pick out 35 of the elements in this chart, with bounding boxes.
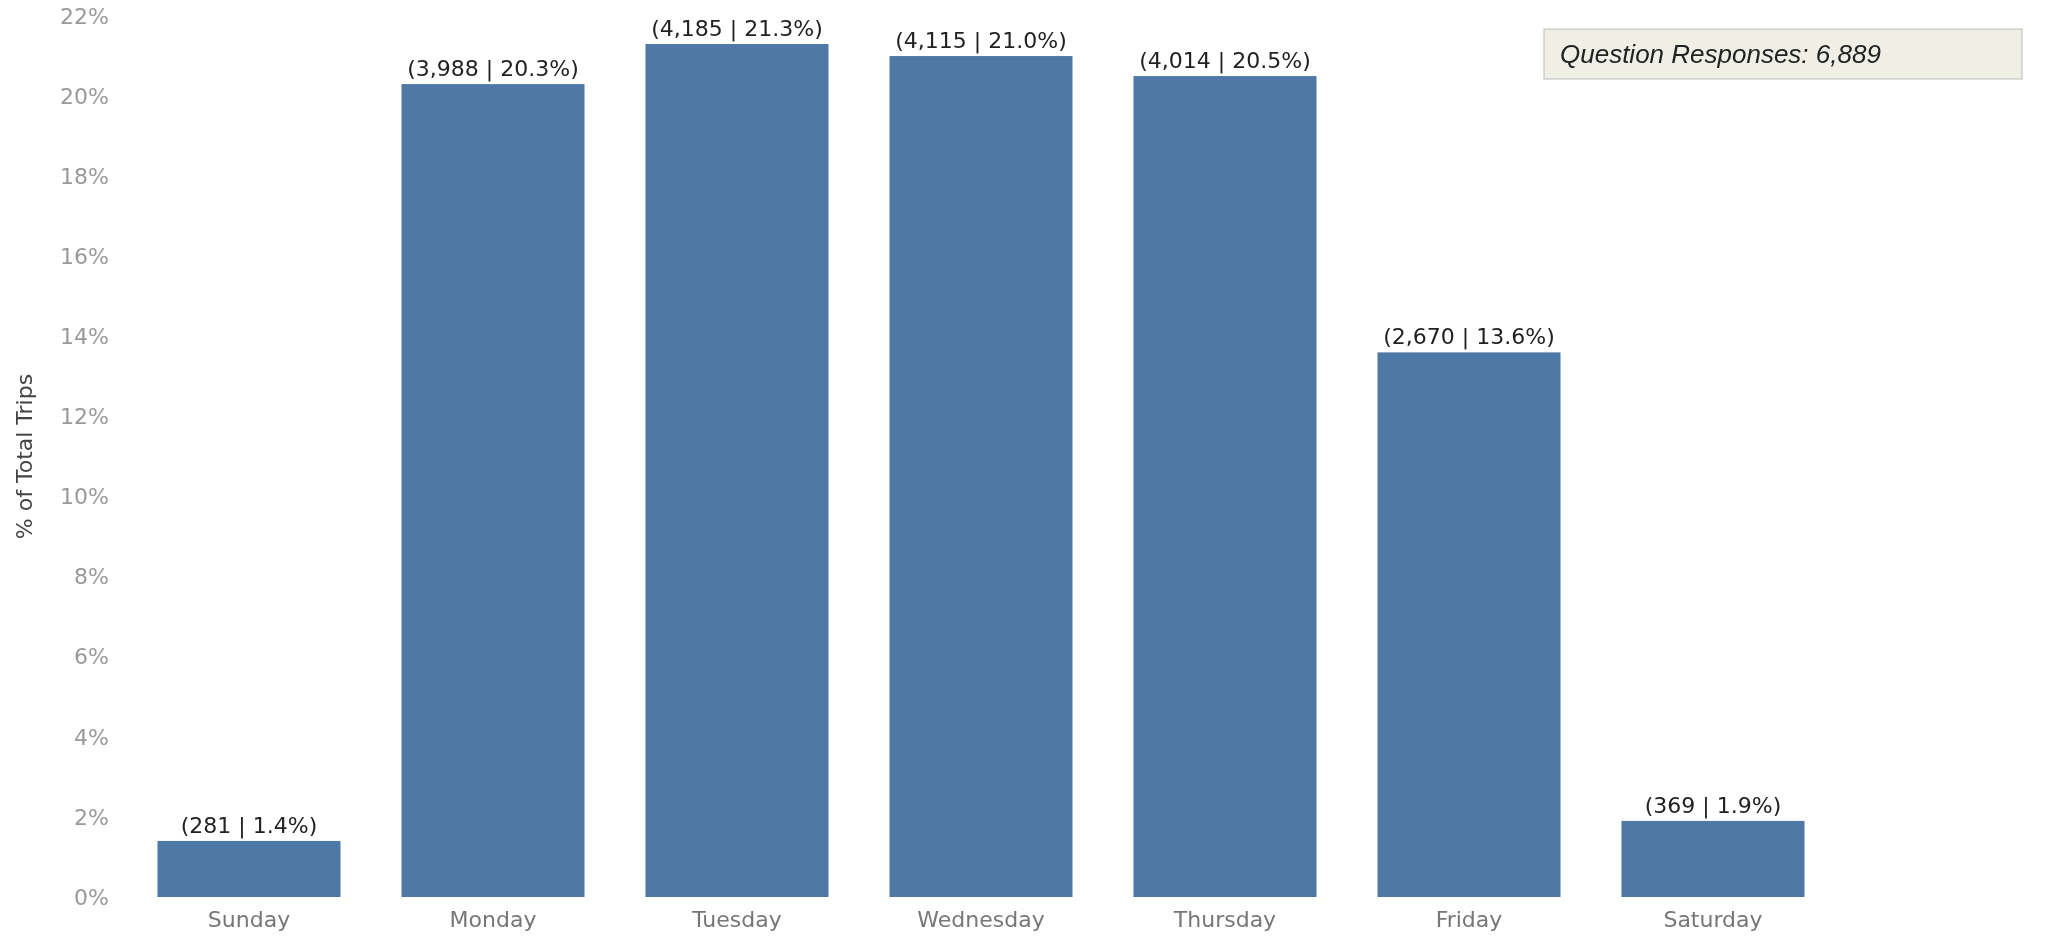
x-tick-label: Saturday: [1663, 907, 1763, 932]
bar: [401, 84, 585, 897]
y-tick-label: 8%: [74, 564, 109, 590]
x-tick-label: Thursday: [1172, 907, 1277, 932]
data-label: (4,115 | 21.0%): [895, 28, 1067, 55]
y-tick-label: 12%: [60, 404, 109, 430]
bar: [1133, 76, 1317, 897]
y-tick-label: 2%: [74, 804, 109, 830]
annotation: Question Responses: 6,889: [1560, 39, 1881, 70]
bar: [1621, 820, 1805, 897]
x-tick-label: Tuesday: [691, 907, 782, 932]
data-label: (281 | 1.4%): [180, 812, 318, 839]
y-tick-label: 4%: [74, 724, 109, 750]
y-tick-label: 18%: [60, 163, 109, 189]
bar: [645, 44, 829, 897]
x-tick-label: Friday: [1435, 907, 1503, 932]
y-tick-label: 14%: [60, 324, 109, 350]
y-tick-label: 6%: [74, 644, 109, 670]
y-tick-label: 22%: [60, 3, 109, 29]
data-label: (369 | 1.9%): [1644, 792, 1782, 819]
y-axis-title: % of Total Trips: [12, 373, 37, 540]
data-label: (3,988 | 20.3%): [407, 56, 579, 83]
y-tick-label: 10%: [60, 484, 109, 510]
x-tick-label: Wednesday: [917, 907, 1045, 932]
x-tick-label: Monday: [449, 907, 537, 932]
y-tick-label: 0%: [74, 884, 109, 910]
bar: [157, 840, 341, 897]
bar: [1377, 352, 1561, 897]
y-tick-label: 16%: [60, 243, 109, 269]
x-tick-label: Sunday: [207, 907, 291, 932]
bar: [889, 56, 1073, 897]
data-label: (2,670 | 13.6%): [1383, 324, 1555, 351]
data-label: (4,185 | 21.3%): [651, 16, 823, 43]
data-label: (4,014 | 20.5%): [1139, 48, 1311, 75]
y-tick-label: 20%: [60, 83, 109, 109]
